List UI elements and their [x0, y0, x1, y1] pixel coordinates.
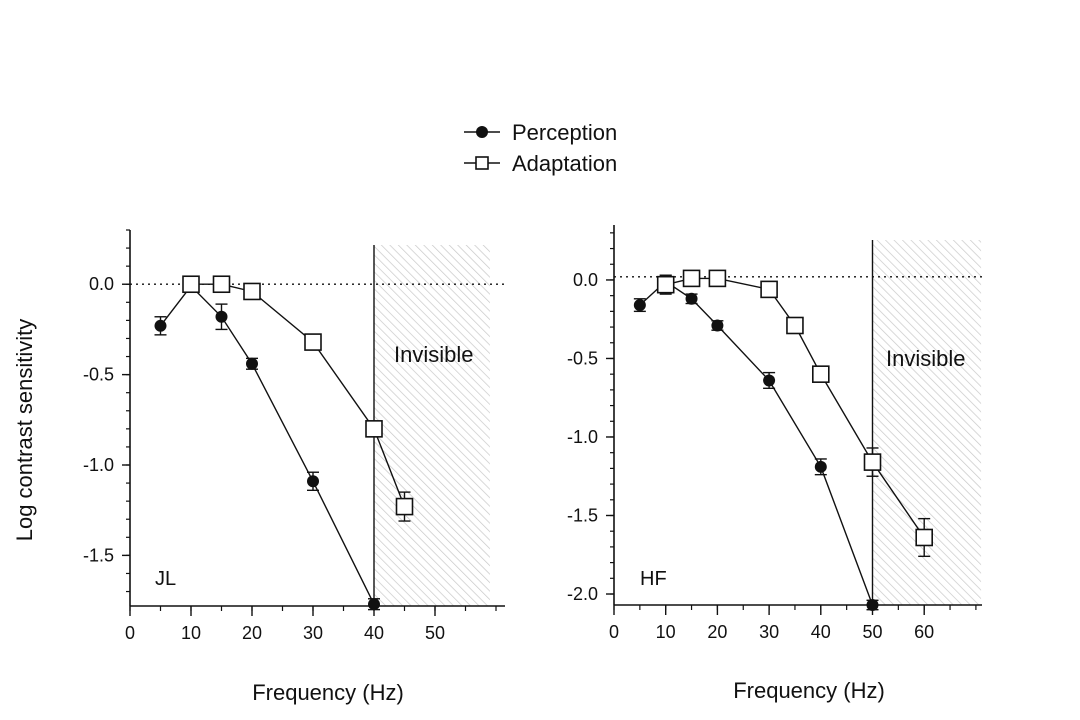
series-perception — [154, 279, 380, 611]
data-point-perception — [814, 460, 827, 473]
y-tick-label: -1.5 — [83, 545, 114, 565]
x-tick-label: 30 — [303, 623, 323, 643]
data-point-adaptation — [304, 333, 322, 351]
data-point-adaptation — [365, 420, 383, 438]
x-tick-label: 40 — [811, 622, 831, 642]
data-point-adaptation — [811, 365, 830, 383]
y-tick-label: -0.5 — [567, 348, 598, 368]
panel-label: JL — [155, 568, 176, 590]
legend-entry-adaptation: Adaptation — [464, 151, 617, 176]
legend: Perception Adaptation — [464, 120, 617, 176]
data-point-perception — [154, 319, 167, 332]
series-adaptation — [182, 275, 414, 522]
legend-label-perception: Perception — [512, 120, 617, 145]
panel-jl: 0.0-0.5-1.0-1.50 10 20 30 40 50 Invisible JL … — [83, 229, 505, 705]
invisible-region — [374, 245, 490, 606]
invisible-label: Invisible — [886, 346, 965, 371]
data-point-perception — [685, 292, 698, 305]
data-point-adaptation — [182, 275, 200, 294]
x-tick-label: 50 — [862, 622, 882, 642]
x-tick-label: 10 — [181, 623, 201, 643]
y-tick-label: -1.0 — [567, 427, 598, 447]
series-adaptation — [656, 269, 934, 558]
y-tick-label: -1.0 — [83, 455, 114, 475]
x-tick-label: 20 — [707, 622, 727, 642]
panel-label: HF — [640, 568, 667, 590]
invisible-label: Invisible — [394, 342, 473, 367]
data-point-perception — [368, 598, 380, 611]
legend-entry-perception: Perception — [464, 120, 617, 145]
data-point-adaptation — [656, 275, 675, 294]
x-tick-label: 10 — [656, 622, 676, 642]
data-point-adaptation — [708, 269, 727, 288]
x-tick-label: 50 — [425, 623, 445, 643]
x-tick-label: 20 — [242, 623, 262, 643]
data-point-adaptation — [243, 282, 261, 301]
series-perception — [633, 274, 879, 611]
series-layer — [633, 269, 934, 611]
series-line-perception — [159, 284, 375, 605]
invisible-region — [872, 240, 982, 605]
x-tick-label: 0 — [125, 623, 135, 643]
series-line-perception — [639, 280, 874, 606]
data-point-perception — [711, 319, 724, 332]
x-tick-label: 0 — [609, 622, 619, 642]
data-point-perception — [246, 357, 258, 370]
data-point-adaptation — [863, 453, 882, 471]
axes: 0.0 -0.5 -1.0 -1.5 0 10 20 30 40 50 — [83, 229, 505, 643]
y-tick-label: 0.0 — [573, 270, 598, 290]
x-tick-label: 60 — [914, 622, 934, 642]
y-tick-label: -1.5 — [567, 505, 598, 525]
legend-label-adaptation: Adaptation — [512, 151, 617, 176]
data-point-adaptation — [786, 316, 804, 335]
data-point-adaptation — [915, 528, 934, 547]
data-point-perception — [866, 599, 879, 611]
x-tick-label: 30 — [759, 622, 779, 642]
data-point-adaptation — [760, 280, 778, 299]
data-point-perception — [215, 310, 228, 323]
data-point-perception — [633, 299, 646, 312]
x-axis-title: Frequency (Hz) — [252, 680, 404, 705]
y-tick-label: -0.5 — [83, 365, 114, 385]
panel-hf: 0.0 -0.5 -1.0 -1.5 -2.0 0 10 20 30 40 50 60 Invisib… — [567, 225, 982, 703]
series-layer — [154, 275, 414, 611]
y-axis-title: Log contrast sensitivity — [12, 319, 37, 542]
data-point-perception — [763, 374, 776, 387]
axes: 0.0 -0.5 -1.0 -1.5 -2.0 0 10 20 30 40 50 60 — [567, 225, 982, 642]
x-axis-title: Frequency (Hz) — [733, 678, 885, 703]
legend-marker-adaptation — [475, 156, 489, 170]
legend-marker-perception — [476, 126, 488, 138]
data-point-adaptation — [395, 497, 414, 516]
data-point-adaptation — [682, 269, 701, 288]
data-point-perception — [307, 475, 319, 488]
y-tick-label: -2.0 — [567, 584, 598, 604]
data-point-adaptation — [212, 275, 231, 294]
y-tick-label: 0.0 — [89, 274, 114, 294]
x-tick-label: 40 — [364, 623, 384, 643]
